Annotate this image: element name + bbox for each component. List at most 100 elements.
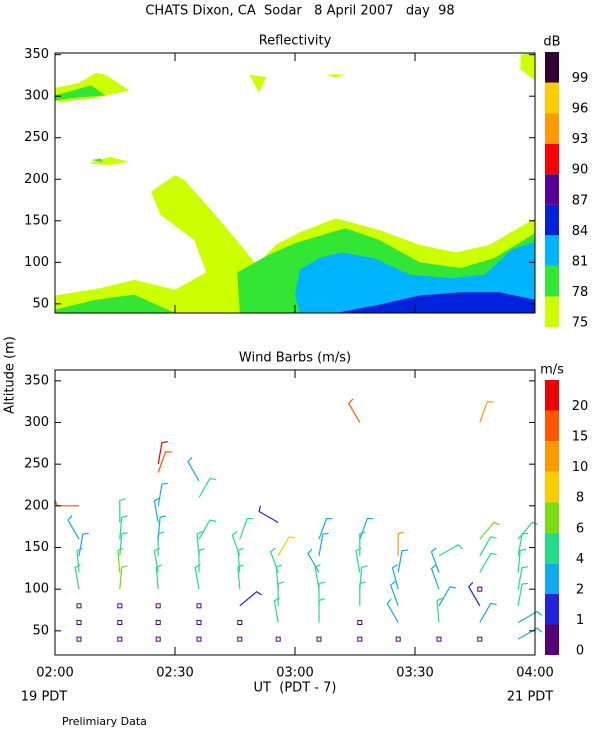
wind-barb [359,517,374,540]
colorbar-segment [545,410,559,442]
calm-marker [196,636,202,642]
wind-barb [355,547,362,573]
colorbar-label: 20 [572,399,589,414]
calm-marker [237,636,243,642]
wind-barb [397,549,409,573]
calm-marker [76,603,82,609]
colorbar-segment [545,174,559,205]
colorbar-segment [545,593,559,625]
colorbar-segment [545,502,559,533]
colorbar-label: 90 [572,163,589,178]
colorbar-segment [545,204,559,236]
wind-barb [479,536,497,557]
colorbar-segment [545,82,559,114]
wind-barb [157,482,169,506]
y-tick-label: 250 [24,130,49,145]
wind-barb [277,536,296,557]
wind-barb [438,544,463,557]
wind-barb [157,451,172,473]
calm-marker [155,603,161,609]
contour-region [88,156,130,166]
wind-barb [391,564,399,590]
x-tick-label: 03:30 [396,666,433,681]
calm-marker [117,636,123,642]
wind-barb [196,531,203,556]
wind-barb [479,401,494,423]
y-tick-label: 350 [24,47,49,62]
colorbar-label: 6 [576,521,584,536]
colorbar-label: 0 [576,644,584,659]
y-axis-label: Altitude (m) [3,336,18,414]
colorbar-segment [545,563,559,594]
calm-marker [155,620,161,625]
calm-marker [237,620,243,625]
contour-region [249,74,267,93]
wind-barb [198,519,216,540]
colorbar-label: 84 [572,224,589,239]
wind-barb [318,532,329,556]
wind-barb [277,581,285,606]
wind-barb [517,548,527,573]
y-tick-label: 300 [24,89,49,104]
wind-barb [155,564,163,590]
wind-barb [348,398,361,423]
y-tick-label: 50 [32,296,49,311]
wind-barb [239,590,263,607]
colorbar-segment [545,235,559,266]
wind-barb [119,515,128,540]
y-tick-label: 100 [24,255,49,270]
colorbar-label: 75 [572,316,589,331]
wind-barb [78,532,89,556]
x-right-note: 21 PDT [507,690,554,705]
x-tick-label: 03:00 [276,666,313,681]
wind-barb [273,597,280,623]
x-tick-label: 02:00 [36,666,73,681]
wind-barb [436,597,443,623]
colorbar-label: 78 [572,285,589,300]
x-tick-label: 02:30 [156,666,193,681]
colorbar-label: 1 [576,613,584,628]
contour-region [335,292,535,313]
y-tick-label: 250 [24,457,49,472]
wind-barb [119,565,128,590]
wind-barb [468,581,481,607]
wind-barb [307,548,320,573]
wind-barb [430,564,440,590]
wind-barb [258,505,279,524]
wind-barb [479,552,497,573]
colorbar-label: 93 [572,132,589,147]
contour-region [55,85,106,101]
colorbar-label: 4 [576,552,584,567]
colorbar-segment [545,380,559,411]
footnote: Prelimiary Data [62,715,147,728]
wind-barb [517,582,529,606]
colorbar-label: 87 [572,193,589,208]
wind-barb [269,547,279,573]
colorbar-label: 81 [572,254,589,269]
colorbar-segment [545,532,559,564]
wind-barb [430,547,440,573]
y-tick-label: 200 [24,172,49,187]
wind-barb [438,586,456,607]
wind-barb [318,517,333,540]
contour-region [55,294,175,313]
calm-marker [395,636,401,642]
wind-barb [517,627,543,640]
wind-barb [517,521,539,540]
calm-marker [196,620,202,625]
wind-barb [517,566,529,590]
colorbar-segment [545,441,559,472]
y-tick-label: 200 [24,498,49,513]
calm-marker [76,636,82,642]
calm-marker [155,636,161,642]
colorbar-title: m/s [540,363,564,378]
wind-barb [153,497,160,523]
calm-marker [117,620,123,625]
colorbar-segment [545,471,559,503]
colorbar-segment [545,296,559,327]
y-tick-label: 50 [32,623,49,638]
colorbar-segment [545,624,559,655]
wind-barb [359,565,368,590]
y-tick-label: 150 [24,540,49,555]
colorbar-segment [545,265,559,297]
